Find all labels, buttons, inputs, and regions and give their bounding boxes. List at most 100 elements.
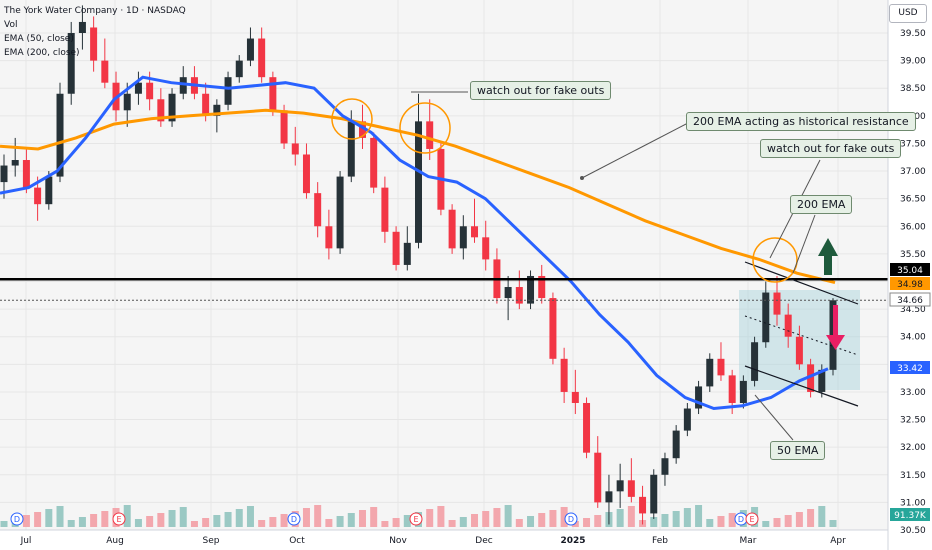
candle-body[interactable]: [336, 176, 344, 249]
candle-body[interactable]: [560, 358, 568, 392]
candle-body[interactable]: [773, 292, 781, 315]
candle-body[interactable]: [11, 160, 19, 166]
candle-body[interactable]: [695, 386, 703, 409]
candle-body[interactable]: [650, 474, 658, 514]
candle-body[interactable]: [0, 165, 8, 183]
ema50-line: [0, 75, 829, 411]
candle-body[interactable]: [728, 375, 736, 403]
candle-body[interactable]: [269, 77, 277, 111]
candle-body[interactable]: [403, 242, 411, 265]
candle-body[interactable]: [717, 358, 725, 376]
candle-body[interactable]: [471, 226, 479, 238]
candle-body[interactable]: [224, 77, 232, 105]
candle-body[interactable]: [639, 496, 647, 514]
candle-body[interactable]: [795, 336, 803, 365]
volume-bar: [0, 521, 8, 527]
candle-body[interactable]: [459, 226, 467, 249]
candle-body[interactable]: [683, 408, 691, 431]
candle-body[interactable]: [325, 226, 333, 249]
candle-body[interactable]: [123, 93, 131, 111]
candle-body[interactable]: [549, 298, 557, 359]
note-ema50[interactable]: 50 EMA: [770, 441, 826, 460]
candle-body[interactable]: [258, 38, 266, 78]
volume-bar: [56, 506, 64, 527]
earnings-marker-icon[interactable]: [745, 512, 759, 526]
x-tick-label: Feb: [652, 536, 668, 546]
candle-body[interactable]: [213, 104, 221, 116]
volume-bar: [67, 520, 75, 527]
candle-body[interactable]: [370, 137, 378, 188]
candle-body[interactable]: [415, 121, 422, 243]
dividend-marker-icon[interactable]: [564, 512, 578, 526]
candle-body[interactable]: [739, 380, 747, 403]
candle-body[interactable]: [134, 82, 142, 94]
candle-body[interactable]: [762, 292, 770, 343]
currency-button[interactable]: USD: [889, 4, 927, 23]
candle-body[interactable]: [605, 491, 613, 503]
y-tick-label: 38.50: [900, 84, 926, 94]
candle-body[interactable]: [381, 187, 389, 232]
candle-body[interactable]: [90, 27, 98, 61]
candle-body[interactable]: [627, 480, 635, 497]
volume-label[interactable]: Vol: [4, 20, 18, 30]
candle-body[interactable]: [807, 364, 815, 392]
candle-body[interactable]: [706, 358, 714, 387]
candle-body[interactable]: [45, 176, 53, 205]
channel-upper-line[interactable]: [744, 261, 859, 305]
candle-body[interactable]: [504, 287, 512, 299]
note-ema200[interactable]: 200 EMA: [790, 195, 853, 214]
candle-body[interactable]: [515, 287, 523, 304]
candle-body[interactable]: [56, 93, 64, 177]
volume-bar: [347, 513, 355, 527]
candle-body[interactable]: [527, 275, 535, 304]
candle-body[interactable]: [67, 33, 75, 94]
candle-body[interactable]: [358, 121, 366, 138]
volume-bar: [246, 506, 254, 527]
symbol-title[interactable]: The York Water Company · 1D · NASDAQ: [4, 6, 186, 16]
candle-body[interactable]: [672, 430, 680, 459]
candle-body[interactable]: [235, 60, 243, 78]
candle-body[interactable]: [291, 143, 299, 155]
candle-body[interactable]: [78, 21, 86, 33]
candle-body[interactable]: [157, 99, 165, 122]
svg-text:34.66: 34.66: [897, 296, 923, 306]
candle-body[interactable]: [661, 458, 669, 475]
candle-body[interactable]: [146, 82, 154, 100]
dividend-marker-icon[interactable]: [10, 512, 24, 526]
channel-lower-line[interactable]: [744, 365, 859, 407]
candle-body[interactable]: [179, 77, 187, 94]
earnings-marker-icon[interactable]: [409, 512, 423, 526]
ema200-label[interactable]: EMA (200, close): [4, 48, 80, 58]
candle-body[interactable]: [594, 452, 602, 503]
candle-body[interactable]: [571, 391, 579, 403]
earnings-marker-icon[interactable]: [112, 512, 126, 526]
candle-body[interactable]: [392, 231, 400, 265]
candle-body[interactable]: [784, 314, 792, 337]
candle-body[interactable]: [168, 93, 176, 122]
candle-body[interactable]: [280, 110, 288, 144]
candle-body[interactable]: [818, 369, 826, 392]
note-fake-outs-2[interactable]: watch out for fake outs: [760, 139, 902, 158]
candle-body[interactable]: [426, 121, 434, 149]
candle-body[interactable]: [246, 38, 254, 61]
time-axis[interactable]: Jul Aug Sep Oct Nov Dec 2025 Feb Mar Apr: [20, 536, 847, 546]
note-fake-outs-1[interactable]: watch out for fake outs: [470, 81, 612, 100]
candle-body[interactable]: [22, 160, 30, 188]
ema50-label[interactable]: EMA (50, close): [4, 34, 74, 44]
note-resistance[interactable]: 200 EMA acting as historical resistance: [686, 112, 916, 131]
volume-bar: [549, 510, 557, 527]
candle-body[interactable]: [101, 60, 109, 83]
candle-body[interactable]: [347, 121, 355, 177]
dividend-marker-icon[interactable]: [287, 512, 301, 526]
candle-body[interactable]: [583, 402, 591, 453]
candle-body[interactable]: [34, 187, 42, 205]
candle-body[interactable]: [616, 480, 624, 492]
candle-body[interactable]: [302, 154, 310, 194]
candle-body[interactable]: [202, 93, 210, 116]
candle-body[interactable]: [538, 275, 546, 299]
candle-body[interactable]: [448, 209, 456, 249]
candle-body[interactable]: [751, 342, 759, 381]
candle-body[interactable]: [314, 193, 322, 227]
candle-body[interactable]: [482, 237, 490, 260]
